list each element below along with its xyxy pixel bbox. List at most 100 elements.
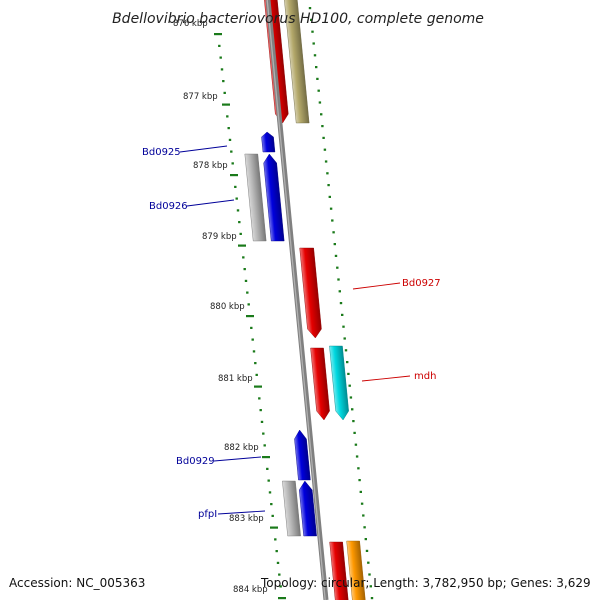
ruler-tick: [358, 479, 361, 482]
gene-arrow[interactable]: [310, 347, 331, 421]
gene-arrow[interactable]: [261, 131, 276, 153]
ruler-tick: [220, 68, 224, 71]
gene-arrow[interactable]: [299, 247, 323, 339]
ruler-tick: [348, 384, 351, 387]
gene-label[interactable]: Bd0929: [176, 456, 215, 467]
ruler-tick: [230, 174, 238, 177]
ruler-tick: [337, 278, 340, 281]
ruler-tick: [323, 148, 327, 151]
gene-arrow[interactable]: [346, 540, 367, 600]
gene-label[interactable]: pfpI: [198, 509, 217, 520]
callout-line: [361, 375, 411, 382]
gene-label[interactable]: Bd0926: [149, 201, 188, 212]
ruler-label: 879 kbp: [202, 232, 237, 242]
callout-line: [179, 145, 228, 153]
ruler-tick: [341, 313, 344, 316]
gene-label[interactable]: Bd0927: [402, 278, 441, 289]
ruler-tick: [244, 279, 248, 282]
ruler-tick: [332, 231, 335, 234]
ruler-ticks: [214, 7, 374, 600]
ruler-tick: [367, 561, 370, 564]
genome-backbone: [265, 0, 329, 600]
ruler-tick: [279, 585, 282, 588]
ruler-tick: [270, 526, 278, 529]
ruler-tick: [324, 160, 328, 163]
ruler-tick: [369, 585, 372, 588]
callout-line: [217, 510, 266, 515]
ruler-tick: [275, 550, 278, 553]
ruler-tick: [219, 56, 222, 59]
ruler-tick: [222, 103, 230, 106]
ruler-tick: [368, 573, 371, 576]
gene-label[interactable]: Bd0925: [142, 147, 181, 158]
ruler-tick: [239, 232, 242, 235]
ruler-tick: [259, 409, 262, 412]
ruler-tick: [360, 502, 364, 505]
gene-arrow[interactable]: [283, 0, 310, 124]
ruler-tick: [276, 561, 280, 564]
ruler-tick: [308, 7, 312, 10]
ruler-tick: [235, 197, 238, 200]
ruler-label: 884 kbp: [233, 585, 268, 595]
ruler-tick: [262, 456, 270, 459]
ruler-label: 881 kbp: [218, 374, 253, 384]
gene-arrow[interactable]: [329, 541, 350, 600]
gene-arrow[interactable]: [329, 345, 349, 421]
ruler-tick: [231, 162, 234, 165]
ruler-label: 882 kbp: [224, 443, 259, 453]
ruler-tick: [315, 66, 318, 69]
ruler-tick: [268, 491, 272, 494]
ruler-tick: [321, 125, 324, 128]
gene-label[interactable]: mdh: [414, 371, 436, 382]
topology-text: Topology: circular; Length: 3,782,950 bp…: [260, 576, 591, 590]
ruler-tick: [242, 256, 245, 259]
ruler-tick: [218, 44, 221, 47]
callout-line: [186, 199, 235, 207]
ruler-tick: [326, 172, 329, 175]
ruler-label: 883 kbp: [229, 514, 264, 524]
ruler-tick: [234, 185, 237, 188]
gene-arrow[interactable]: [282, 480, 301, 537]
gene-arrow[interactable]: [244, 153, 267, 242]
ruler-tick: [313, 54, 317, 57]
ruler-tick: [317, 89, 320, 92]
gene-arrow[interactable]: [263, 153, 285, 242]
ruler-tick: [338, 290, 341, 293]
callout-line: [352, 282, 401, 290]
ruler-tick: [311, 30, 314, 33]
ruler-tick: [349, 396, 353, 399]
ruler-tick: [254, 362, 257, 365]
ruler-tick: [247, 303, 250, 306]
ruler-tick: [355, 455, 359, 458]
ruler-tick: [222, 80, 225, 83]
ruler-tick: [312, 42, 315, 45]
ruler-tick: [364, 538, 367, 541]
ruler-tick: [352, 420, 355, 423]
ruler-tick: [342, 325, 345, 328]
ruler-tick: [320, 113, 323, 116]
accession-text: Accession: NC_005363: [9, 576, 145, 590]
ruler-label: 880 kbp: [210, 302, 245, 312]
ruler-tick: [267, 479, 270, 482]
ruler-tick: [328, 195, 331, 198]
callout-line: [213, 456, 262, 462]
ruler-tick: [238, 221, 241, 224]
ruler-tick: [230, 150, 233, 153]
ruler-tick: [274, 538, 277, 541]
ruler-tick: [353, 431, 356, 434]
ruler-label: 876 kbp: [173, 19, 208, 29]
ruler-tick: [346, 361, 349, 364]
map-title: Bdellovibrio bacteriovorus HD100, comple…: [112, 11, 484, 27]
ruler-tick: [339, 302, 343, 305]
ruler-tick: [343, 337, 346, 340]
ruler-tick: [331, 219, 334, 222]
ruler-tick: [252, 350, 256, 353]
ruler-tick: [365, 549, 369, 552]
gene-arrow[interactable]: [294, 429, 311, 481]
ruler-tick: [316, 77, 319, 80]
gene-arrow[interactable]: [298, 480, 317, 537]
ruler-tick: [271, 514, 274, 517]
gene-features: [244, 0, 367, 600]
ruler-tick: [357, 467, 360, 470]
ruler-tick: [251, 338, 254, 341]
